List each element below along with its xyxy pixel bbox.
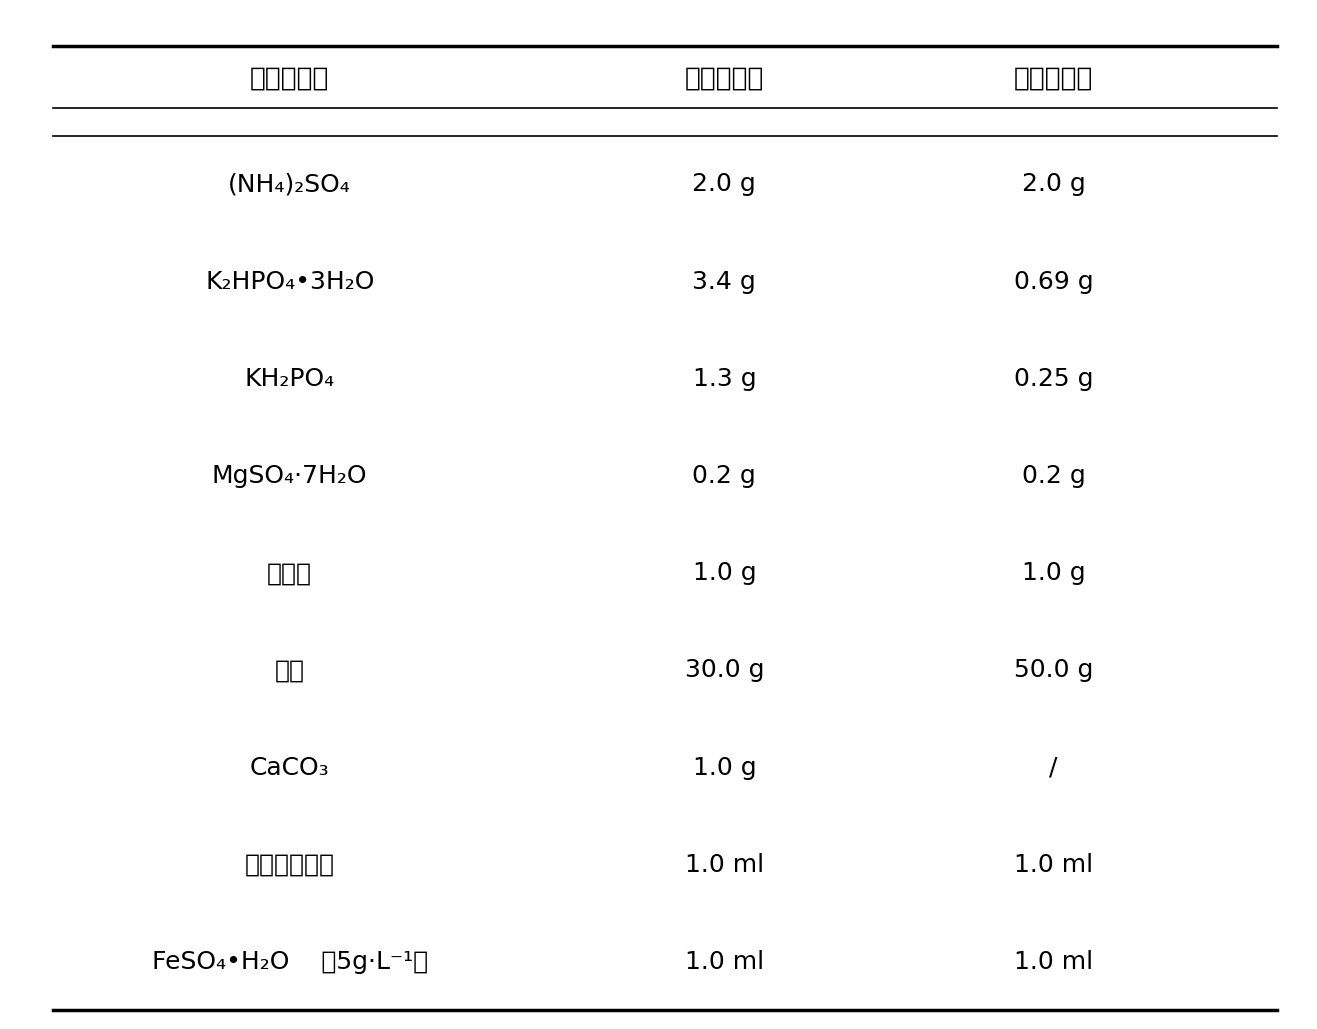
Text: 50.0 g: 50.0 g bbox=[1014, 659, 1093, 682]
Text: 2.0 g: 2.0 g bbox=[1022, 173, 1085, 197]
Text: K₂HPO₄•3H₂O: K₂HPO₄•3H₂O bbox=[205, 270, 374, 293]
Text: 0.69 g: 0.69 g bbox=[1014, 270, 1093, 293]
Text: FeSO₄•H₂O    （5g·L⁻¹）: FeSO₄•H₂O （5g·L⁻¹） bbox=[151, 950, 428, 973]
Text: 0.25 g: 0.25 g bbox=[1014, 366, 1093, 391]
Text: 1.0 ml: 1.0 ml bbox=[1014, 950, 1093, 973]
Text: 1.0 ml: 1.0 ml bbox=[685, 853, 764, 877]
Text: 甘油: 甘油 bbox=[275, 659, 304, 682]
Text: 3.4 g: 3.4 g bbox=[693, 270, 756, 293]
Text: 0.2 g: 0.2 g bbox=[693, 464, 756, 488]
Text: 1.0 g: 1.0 g bbox=[693, 561, 756, 586]
Text: 2.0 g: 2.0 g bbox=[693, 173, 756, 197]
Text: 1.0 ml: 1.0 ml bbox=[1014, 853, 1093, 877]
Text: /: / bbox=[1050, 755, 1058, 780]
Text: 酵母粉: 酵母粉 bbox=[267, 561, 312, 586]
Text: (NH₄)₂SO₄: (NH₄)₂SO₄ bbox=[228, 173, 352, 197]
Text: 种子培养基: 种子培养基 bbox=[685, 65, 764, 92]
Text: 0.2 g: 0.2 g bbox=[1022, 464, 1085, 488]
Text: 培养基组成: 培养基组成 bbox=[250, 65, 329, 92]
Text: 发酵培养基: 发酵培养基 bbox=[1014, 65, 1093, 92]
Text: 微量元素溶液: 微量元素溶液 bbox=[245, 853, 335, 877]
Text: KH₂PO₄: KH₂PO₄ bbox=[245, 366, 335, 391]
Text: 1.0 ml: 1.0 ml bbox=[685, 950, 764, 973]
Text: 1.0 g: 1.0 g bbox=[693, 755, 756, 780]
Text: 30.0 g: 30.0 g bbox=[685, 659, 764, 682]
Text: MgSO₄·7H₂O: MgSO₄·7H₂O bbox=[212, 464, 367, 488]
Text: 1.3 g: 1.3 g bbox=[693, 366, 756, 391]
Text: 1.0 g: 1.0 g bbox=[1022, 561, 1085, 586]
Text: CaCO₃: CaCO₃ bbox=[250, 755, 329, 780]
